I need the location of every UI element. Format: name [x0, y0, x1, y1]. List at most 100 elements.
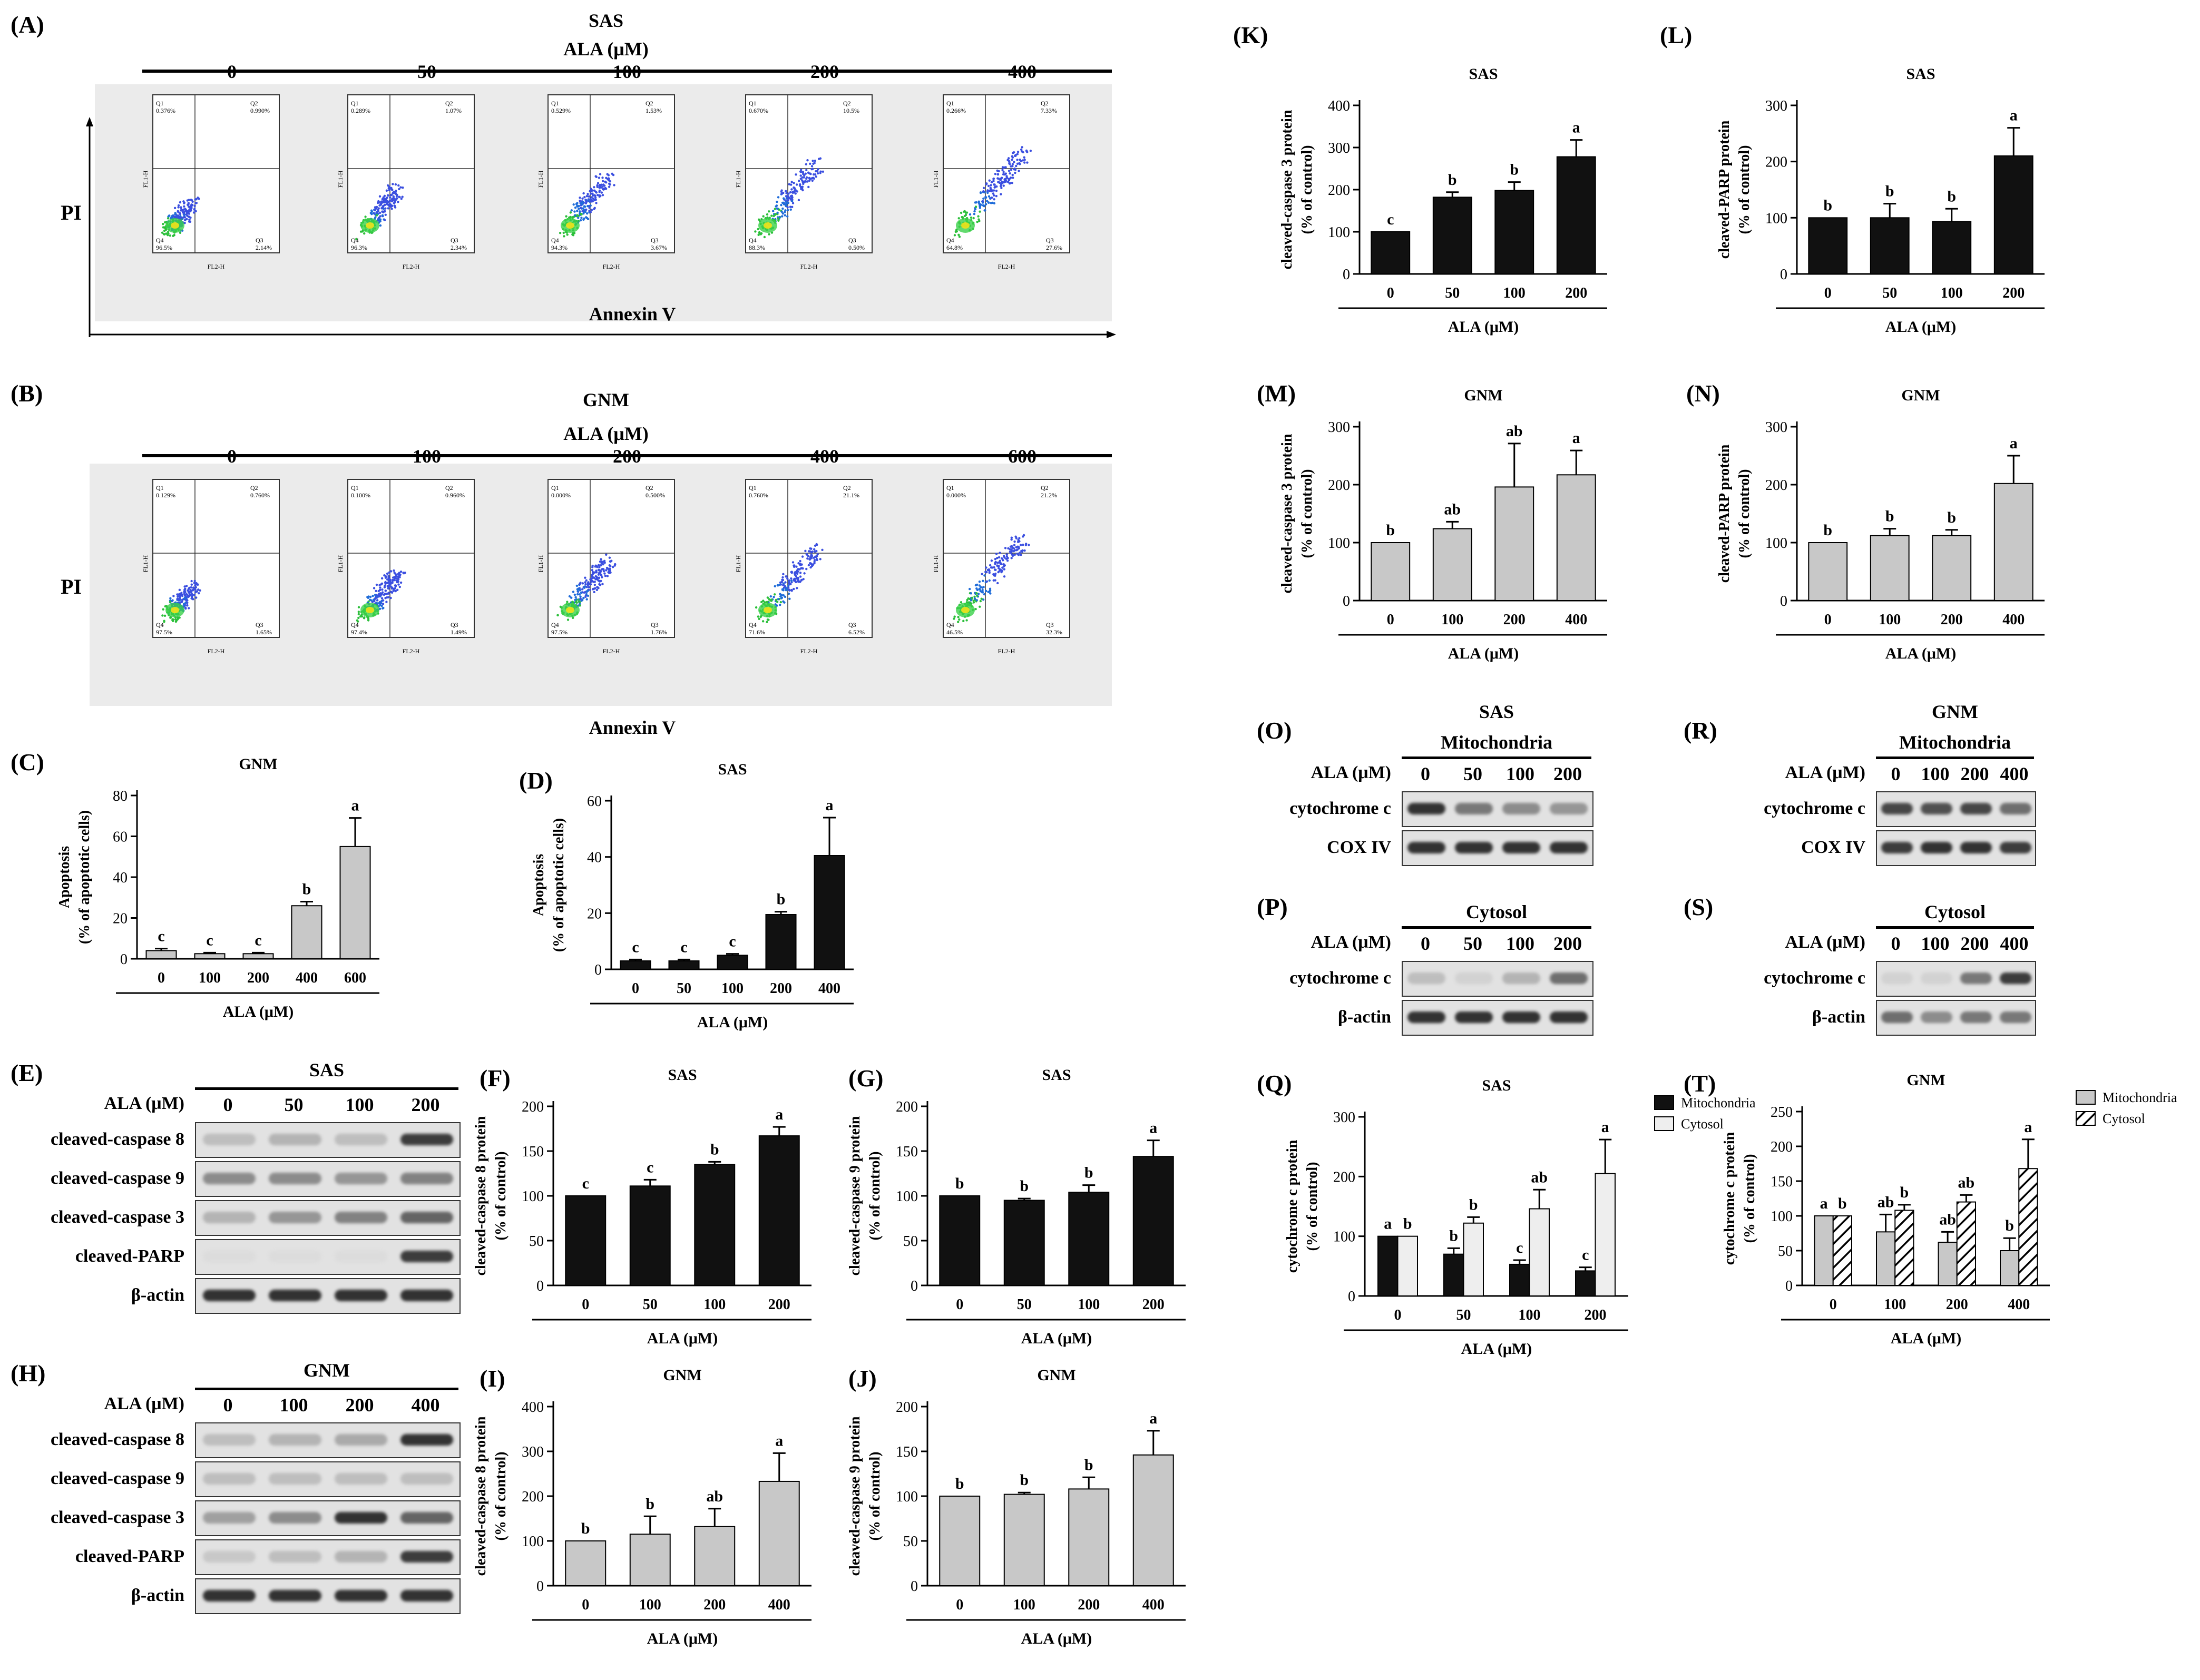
significance-letter: b	[710, 1141, 719, 1158]
event-dot	[182, 216, 185, 219]
bar	[1377, 1235, 1399, 1297]
event-dot	[392, 183, 394, 185]
significance-letter: a	[775, 1432, 783, 1449]
bar	[629, 1185, 671, 1286]
y-tick-label: 100	[1328, 224, 1350, 241]
significance-letter: b	[777, 891, 786, 908]
event-dot	[613, 184, 615, 186]
event-dot	[377, 200, 380, 203]
significance-letter: b	[1885, 183, 1894, 200]
bar	[1463, 1222, 1484, 1297]
event-dot	[188, 215, 191, 218]
chart-J: GNM 0 50 100 150 200 cleaved-caspase 9 protein…	[847, 1367, 1186, 1647]
event-dot	[386, 201, 388, 204]
quadrant-value: 2.14%	[256, 244, 272, 251]
y-tick-label: 400	[1328, 98, 1350, 114]
event-dot	[577, 217, 580, 219]
x-tick-label: 200	[1946, 1296, 1968, 1313]
event-dot	[583, 217, 585, 220]
event-dot	[370, 209, 373, 212]
event-dot	[162, 223, 164, 225]
event-dot	[170, 215, 173, 218]
y-tick-label: 300	[1333, 1109, 1355, 1126]
event-dot	[593, 186, 595, 189]
quadrant-name: Q1	[156, 100, 164, 107]
bar	[1068, 1488, 1110, 1586]
y-axis-label: cleaved-PARP protein	[1716, 444, 1733, 583]
y-axis-label: cleaved-PARP protein	[1716, 120, 1733, 259]
y-tick-label: 100	[1765, 535, 1787, 552]
event-dot	[190, 199, 193, 202]
significance-letter: b	[955, 1475, 964, 1492]
x-axis-label: ALA (μM)	[1448, 318, 1519, 336]
bar	[1932, 221, 1972, 274]
significance-letter: c	[1582, 1246, 1589, 1264]
panel-letter: (A)	[11, 11, 44, 38]
y-axis-label: (% of control)	[1299, 469, 1315, 558]
significance-letter: b	[1403, 1215, 1412, 1233]
quadrant-value: 1.53%	[646, 107, 662, 114]
chart-title: SAS	[1042, 1066, 1071, 1084]
significance-letter: c	[1516, 1239, 1523, 1256]
event-dot	[172, 234, 174, 238]
event-dot	[377, 217, 380, 219]
event-dot	[189, 207, 192, 210]
y-tick-label: 100	[1765, 210, 1787, 227]
y-tick-label: 200	[1328, 182, 1350, 199]
event-dot	[384, 198, 387, 200]
x-tick-label: 0	[1394, 1307, 1402, 1323]
event-dot	[584, 199, 587, 201]
chart-G: SAS 0 50 100 150 200 cleaved-caspase 9 protein…	[847, 1066, 1186, 1347]
event-dot	[392, 195, 395, 198]
event-dot	[183, 202, 185, 205]
event-dot	[163, 221, 167, 224]
event-dot	[179, 201, 182, 204]
event-dot	[378, 220, 381, 222]
y-axis-label: (% of apoptotic cells)	[551, 818, 567, 952]
significance-letter: ab	[1531, 1168, 1548, 1186]
x-tick-label: 50	[1445, 285, 1460, 301]
event-dot	[402, 186, 404, 189]
event-dot	[382, 196, 385, 199]
event-dot	[379, 215, 382, 218]
event-dot	[579, 197, 581, 199]
plot-y-label: FL1-H	[537, 170, 544, 188]
legend-swatch	[1654, 1116, 1674, 1131]
y-tick-label: 300	[1328, 419, 1350, 436]
bar	[668, 960, 700, 970]
event-dot	[566, 233, 569, 236]
quadrant-value: 0.529%	[551, 107, 571, 114]
event-dot	[608, 178, 610, 180]
event-dot	[384, 213, 387, 216]
bar	[1494, 486, 1534, 602]
bar	[1556, 474, 1596, 601]
event-dot	[563, 235, 565, 238]
event-dot	[594, 198, 597, 201]
bar	[1575, 1270, 1596, 1296]
event-dot	[382, 211, 385, 214]
significance-letter: b	[581, 1520, 590, 1537]
event-dot	[187, 203, 190, 205]
legend-swatch	[1654, 1095, 1674, 1110]
x-tick-label: 100	[199, 970, 221, 986]
event-dot	[177, 214, 179, 217]
chart-title: GNM	[1901, 387, 1940, 404]
x-tick-label: 0	[1387, 285, 1394, 301]
bar	[565, 1540, 607, 1586]
y-tick-label: 80	[113, 788, 128, 804]
y-tick-label: 100	[522, 1534, 544, 1550]
bar	[565, 1195, 607, 1286]
chart-title: SAS	[668, 1066, 697, 1084]
x-tick-label: 400	[818, 980, 840, 997]
event-dot	[186, 199, 189, 202]
event-dot	[581, 201, 583, 204]
event-dot	[590, 209, 593, 211]
quadrant-value: 96.5%	[156, 244, 172, 251]
event-dot	[594, 196, 597, 199]
bar	[1397, 1235, 1418, 1297]
y-axis-label: (% of apoptotic cells)	[76, 810, 93, 944]
event-dot	[179, 213, 182, 215]
y-axis-label: (% of control)	[1736, 469, 1753, 558]
x-tick-label: 400	[1565, 612, 1587, 628]
